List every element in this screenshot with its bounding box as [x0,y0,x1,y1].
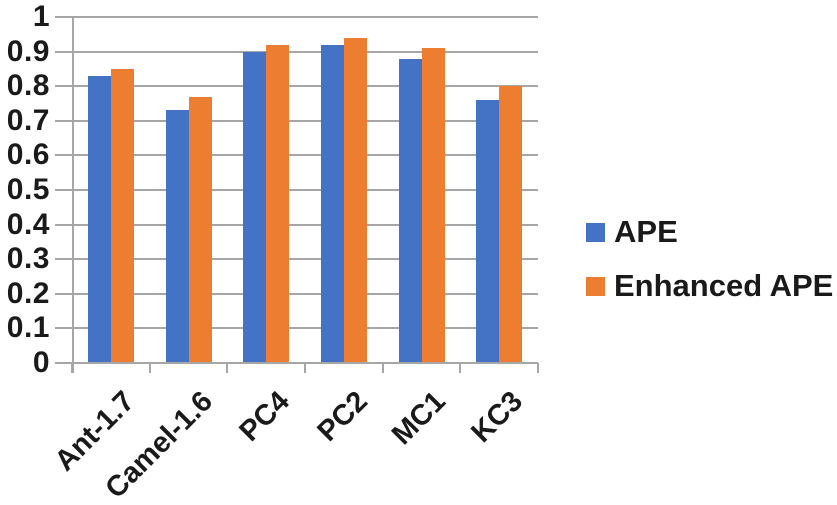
x-axis-tick [537,363,539,373]
bar-ape [398,58,422,363]
y-axis-tick-label: 0.8 [6,69,50,103]
x-axis-tick [148,363,151,373]
y-axis-tick-label: 0.5 [6,173,50,206]
legend-swatch-enhanced-ape-icon [586,276,605,296]
gridline [55,119,538,122]
y-axis-tick-label: 0 [32,346,50,379]
legend-item-enhanced-ape: Enhanced APE [586,264,833,308]
y-axis-tick-label: 0.2 [6,276,50,310]
legend-item-ape: APE [586,210,833,254]
bar-enhanced-ape [343,37,367,363]
gridline [55,223,538,226]
gridline [55,85,538,88]
gridline [55,16,538,18]
gridline [55,292,538,295]
y-axis-tick-label: 1 [32,0,50,33]
bar-ape [320,44,344,363]
x-axis-tick [381,363,384,373]
legend-label-enhanced-ape: Enhanced APE [614,268,834,303]
bar-ape [87,75,111,363]
bar-enhanced-ape [266,44,290,363]
gridline [55,189,538,191]
y-axis-line [72,17,74,373]
x-axis-line [55,362,538,364]
gridline [55,258,538,261]
bar-enhanced-ape [188,96,212,363]
y-axis-tick-label: 0.4 [6,207,50,241]
y-axis-tick-label: 0.1 [6,311,50,345]
bar-ape [476,100,500,363]
x-axis-tick [304,363,306,373]
bar-enhanced-ape [499,86,523,363]
gridline [55,327,538,330]
bar-ape [165,110,189,363]
y-axis-tick-label: 0.6 [6,138,50,172]
x-axis-tick [459,363,462,373]
legend-swatch-ape-icon [586,222,605,242]
legend: APE Enhanced APE [586,210,833,308]
bar-enhanced-ape [110,68,134,363]
y-axis-tick-label: 0.9 [6,34,50,68]
gridline [55,154,538,157]
legend-label-ape: APE [614,214,678,249]
bar-enhanced-ape [421,48,445,363]
x-axis-tick [226,363,229,373]
y-axis-tick-label: 0.3 [6,242,50,276]
y-axis-tick-label: 0.7 [6,103,50,137]
bar-ape [243,51,267,363]
gridline [55,50,538,53]
x-axis-tick [71,363,73,373]
